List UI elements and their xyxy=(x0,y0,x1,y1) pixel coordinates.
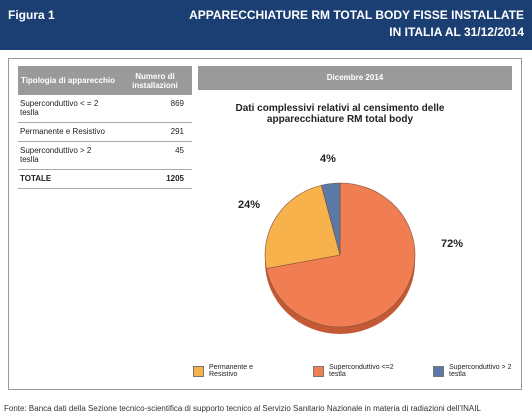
pie-slice xyxy=(264,184,341,269)
header-title: IN ITALIA AL 31/12/2014 xyxy=(389,25,524,39)
data-label: 72% xyxy=(441,238,464,250)
row-value: 45 xyxy=(175,146,184,155)
table-row: TOTALE 1205 xyxy=(18,170,192,188)
header-bar xyxy=(0,0,532,50)
row-label: Permanente e Resistivo xyxy=(20,127,105,136)
pie-slice xyxy=(320,182,341,256)
column-header: Tipologia di apparecchio xyxy=(20,76,116,85)
legend-swatch xyxy=(433,366,444,377)
row-separator xyxy=(18,188,192,189)
table-header: Tipologia di apparecchio Numero di instal… xyxy=(18,66,192,95)
row-label: Superconduttivo > 2 teslla xyxy=(20,146,92,164)
legend-swatch xyxy=(193,366,204,377)
figure-label: Figura 1 xyxy=(8,8,55,22)
table-row: Superconduttivo < = 2 teslla 869 xyxy=(18,95,192,122)
data-label: 24% xyxy=(238,199,261,211)
row-value: 291 xyxy=(170,127,184,136)
row-label: TOTALE xyxy=(20,174,52,183)
row-label: Superconduttivo < = 2 teslla xyxy=(20,99,99,117)
legend-swatch xyxy=(313,366,324,377)
panel-title: Dicembre 2014 xyxy=(198,66,512,90)
legend-label: Superconduttivo > 2 testla xyxy=(449,364,512,378)
data-label: 4% xyxy=(320,153,336,165)
column-header: Numero di installazioni xyxy=(132,71,178,90)
pie-slice xyxy=(265,182,416,328)
row-value: 1205 xyxy=(166,174,184,183)
legend-label: Superconduttivo <=2 testla xyxy=(329,364,394,378)
table-row: Permanente e Resistivo 291 xyxy=(18,123,192,141)
source-note: Fonte: Banca dati della Sezione tecnico-… xyxy=(4,404,481,413)
row-separator xyxy=(18,141,192,142)
chart-title: Dati complessivi relativi al censimento … xyxy=(235,103,445,125)
legend-label: Permanente e Resistivo xyxy=(209,364,253,378)
header-title: APPARECCHIATURE RM TOTAL BODY FISSE INST… xyxy=(189,8,524,22)
content-box xyxy=(8,58,522,390)
table-row: Superconduttivo > 2 teslla 45 xyxy=(18,142,192,169)
table: Tipologia di apparecchio Numero di instal… xyxy=(18,66,192,189)
row-value: 869 xyxy=(170,99,184,108)
row-separator xyxy=(18,169,192,170)
row-separator xyxy=(18,122,192,123)
